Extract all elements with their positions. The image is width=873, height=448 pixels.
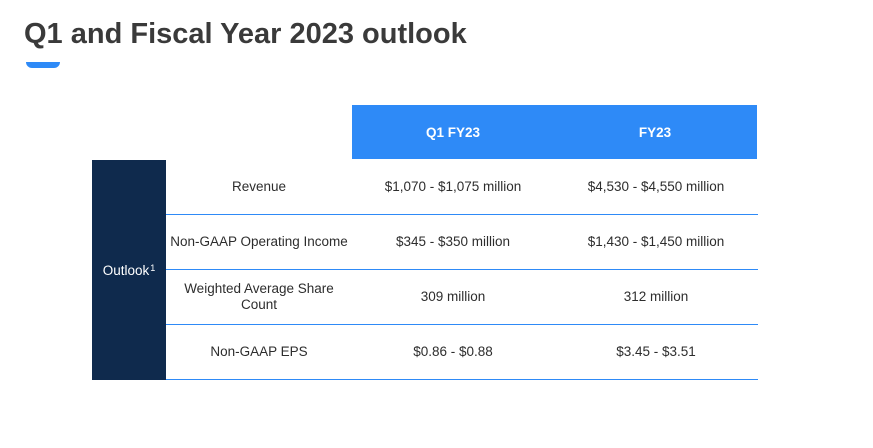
- table-row: Non-GAAP EPS $0.86 - $0.88 $3.45 - $3.51: [166, 325, 758, 380]
- q1-value: $345 - $350 million: [395, 234, 511, 249]
- table-row: Weighted Average Share Count 309 million…: [166, 270, 758, 325]
- q1-value: $0.86 - $0.88: [413, 344, 493, 359]
- outlook-table-body: Revenue $1,070 - $1,075 million $4,530 -…: [166, 160, 758, 380]
- outlook-label-text: Outlook: [102, 262, 150, 278]
- row-label: Non-GAAP Operating Income: [170, 234, 348, 249]
- table-row: Non-GAAP Operating Income $345 - $350 mi…: [166, 215, 758, 270]
- title-underline-accent: [26, 62, 60, 68]
- fy-value: $3.45 - $3.51: [616, 344, 696, 359]
- table-column-header: Q1 FY23 FY23: [352, 105, 757, 159]
- column-header-fy: FY23: [638, 124, 672, 140]
- table-row: Revenue $1,070 - $1,075 million $4,530 -…: [166, 160, 758, 215]
- footnote-marker: 1: [150, 263, 156, 273]
- fy-value: $4,530 - $4,550 million: [587, 179, 725, 194]
- row-label: Revenue: [231, 179, 287, 194]
- row-label: Weighted Average Share Count: [184, 281, 334, 312]
- fy-value: $1,430 - $1,450 million: [587, 234, 725, 249]
- page-title: Q1 and Fiscal Year 2023 outlook: [24, 18, 467, 50]
- row-label: Non-GAAP EPS: [210, 344, 308, 359]
- fy-value: 312 million: [623, 289, 689, 304]
- column-header-q1: Q1 FY23: [425, 124, 481, 140]
- outlook-side-label: Outlook 1: [92, 160, 166, 380]
- q1-value: $1,070 - $1,075 million: [384, 179, 522, 194]
- q1-value: 309 million: [420, 289, 486, 304]
